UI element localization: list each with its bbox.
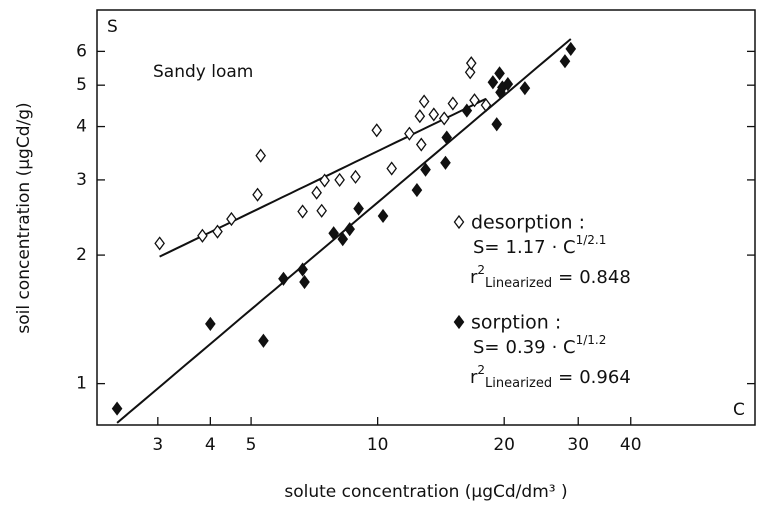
fit-line: [116, 38, 572, 424]
data-point: [465, 56, 477, 71]
data-point: [411, 182, 423, 198]
data-point: [350, 169, 361, 184]
data-point: [415, 137, 427, 152]
data-point: [353, 201, 364, 216]
data-point: [464, 65, 476, 80]
data-point: [519, 81, 531, 96]
r-value: 0.964: [579, 367, 631, 388]
x-tick-label: 20: [493, 435, 515, 455]
eq-exp-prefix: 1/: [576, 333, 589, 347]
data-point: [278, 271, 289, 286]
data-point: [440, 155, 451, 170]
eq-lhs: S=: [473, 237, 500, 258]
data-point: [299, 274, 310, 290]
r-eq: =: [558, 267, 573, 288]
data-point: [494, 66, 505, 81]
eq-exp-denominator: 1.2: [587, 333, 606, 347]
data-point: [447, 96, 459, 111]
r-value: 0.848: [579, 267, 631, 288]
y-tick-label: 4: [76, 117, 87, 137]
r-sub: Linearized: [485, 276, 552, 291]
data-point: [461, 103, 473, 118]
data-point: [502, 76, 514, 92]
data-point: [420, 162, 431, 177]
x-tick-label: 4: [205, 435, 216, 455]
fit-equation: S= 0.39 · C1/1.2: [473, 333, 606, 359]
plot-frame: [96, 9, 756, 426]
y-tick-label: 6: [76, 41, 87, 61]
eq-exp-prefix: 1/: [576, 233, 589, 247]
data-point: [258, 333, 269, 348]
legend-marker: [453, 314, 465, 330]
r-eq: =: [558, 367, 573, 388]
y-tick-label: 3: [76, 170, 87, 190]
x-tick-label: 30: [567, 435, 589, 455]
data-point: [487, 75, 499, 90]
y-axis-label: soil concentration (µgCd/g): [14, 102, 34, 333]
r-letter: r: [470, 267, 478, 288]
data-point: [154, 236, 165, 251]
data-point: [205, 316, 216, 331]
r-sup: 2: [477, 363, 485, 377]
data-point: [297, 204, 308, 219]
annotation: Sandy loam: [153, 62, 253, 82]
r-sub: Linearized: [485, 376, 552, 391]
eq-mid: · C: [552, 237, 576, 258]
r-letter: r: [470, 367, 478, 388]
data-point: [565, 41, 577, 57]
legend-label: sorption :: [471, 312, 561, 334]
data-point: [111, 401, 123, 416]
x-tick-label: 40: [620, 435, 642, 455]
data-point: [316, 203, 327, 218]
data-point: [297, 262, 308, 277]
data-point: [371, 123, 383, 138]
x-axis-letter: C: [733, 400, 745, 420]
y-tick-label: 2: [76, 245, 87, 265]
data-point: [337, 232, 349, 247]
fit-equation: S= 1.17 · C1/2.1: [473, 233, 606, 259]
data-point: [438, 111, 450, 126]
eq-mid: · C: [552, 337, 576, 358]
data-point: [414, 109, 426, 124]
data-point: [334, 172, 345, 187]
data-point: [212, 224, 223, 239]
data-point: [252, 187, 263, 202]
data-point: [328, 226, 339, 241]
data-point: [319, 173, 330, 188]
data-point: [404, 126, 415, 141]
legend-marker: [453, 214, 465, 230]
eq-lhs: S=: [473, 337, 500, 358]
data-point: [428, 107, 440, 122]
data-point: [311, 185, 322, 200]
data-point: [255, 148, 267, 163]
eq-exp-denominator: 2.1: [587, 233, 606, 247]
y-tick-label: 5: [76, 75, 87, 95]
y-tick-label: 1: [76, 374, 87, 394]
r-squared: r2Linearized = 0.848: [470, 263, 631, 291]
y-axis-letter: S: [107, 17, 118, 37]
x-tick-label: 3: [152, 435, 163, 455]
r-squared: r2Linearized = 0.964: [470, 363, 631, 391]
legend-label: desorption :: [471, 212, 585, 234]
x-axis-label: solute concentration (µgCd/dm³ ): [284, 482, 567, 502]
data-point: [559, 54, 571, 69]
eq-coefficient: 0.39: [506, 337, 546, 358]
data-point: [469, 93, 480, 108]
data-point: [197, 228, 208, 243]
eq-coefficient: 1.17: [506, 237, 546, 258]
data-point: [418, 94, 430, 109]
data-point: [491, 117, 503, 132]
data-point: [441, 130, 453, 145]
data-point: [344, 222, 355, 237]
r-sup: 2: [477, 263, 485, 277]
data-point: [377, 208, 389, 224]
x-tick-label: 5: [246, 435, 257, 455]
data-point: [226, 211, 237, 227]
data-point: [386, 161, 398, 176]
x-tick-label: 10: [367, 435, 389, 455]
